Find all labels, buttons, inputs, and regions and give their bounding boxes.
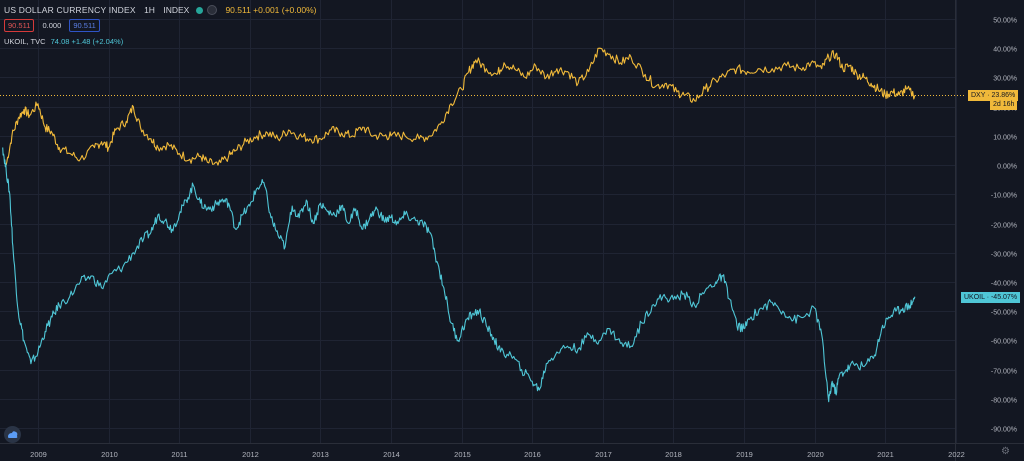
market-status-icon xyxy=(195,7,203,14)
dxy-value: 90.511 +0.001 (+0.00%) xyxy=(225,5,317,15)
x-tick-label: 2009 xyxy=(30,450,47,459)
spread-value: 0.000 xyxy=(42,21,62,30)
gear-icon[interactable]: ⚙ xyxy=(1001,446,1010,457)
y-axis: 50.00%40.00%30.00%20.00%10.00%0.00%-10.0… xyxy=(991,18,1017,434)
y-tick-label: -30.00% xyxy=(991,252,1017,259)
chart-header: US DOLLAR CURRENCY INDEX 1H INDEX 90.511… xyxy=(4,5,317,15)
x-tick-label: 2012 xyxy=(242,450,259,459)
ukoil-legend-label[interactable]: UKOIL, TVC xyxy=(4,37,46,46)
x-tick-label: 2016 xyxy=(524,450,541,459)
x-tick-label: 2018 xyxy=(665,450,682,459)
ukoil-legend-value: 74.08 +1.48 (+2.04%) xyxy=(50,37,124,46)
y-tick-label: 40.00% xyxy=(993,47,1017,54)
y-tick-label: 50.00% xyxy=(993,18,1017,25)
x-tick-label: 2019 xyxy=(736,450,753,459)
y-tick-label: 10.00% xyxy=(993,135,1017,142)
y-tick-label: -90.00% xyxy=(991,427,1017,434)
x-tick-label: 2014 xyxy=(383,450,400,459)
y-tick-label: -20.00% xyxy=(991,223,1017,230)
compare-series-row: UKOIL, TVC 74.08 +1.48 (+2.04%) xyxy=(4,37,123,46)
dxy-price-tag: DXY · 23.86% xyxy=(968,90,1019,101)
interval-label[interactable]: 1H xyxy=(144,5,155,15)
x-tick-label: 2020 xyxy=(807,450,824,459)
tradingview-logo-icon[interactable] xyxy=(4,426,21,443)
ukoil-series-line xyxy=(2,147,916,403)
symbol-title[interactable]: US DOLLAR CURRENCY INDEX xyxy=(4,5,136,15)
x-tick-label: 2013 xyxy=(312,450,329,459)
x-tick-label: 2011 xyxy=(171,450,187,459)
visibility-toggle-icon[interactable] xyxy=(207,5,218,15)
x-axis: 2009 2010 2011 2012 2013 2014 2015 2016 2017 2018… xyxy=(30,450,965,459)
x-tick-label: 2010 xyxy=(101,450,118,459)
y-tick-label: -50.00% xyxy=(991,310,1017,317)
y-tick-label: -70.00% xyxy=(991,369,1017,376)
x-tick-label: 2017 xyxy=(595,450,612,459)
series-lines xyxy=(0,47,966,403)
symbol-type: INDEX xyxy=(163,5,190,15)
y-tick-label: 0.00% xyxy=(997,164,1017,171)
bid-box[interactable]: 90.511 xyxy=(4,19,35,32)
y-tick-label: -40.00% xyxy=(991,281,1017,288)
ask-box[interactable]: 90.511 xyxy=(69,19,100,32)
quote-row: 90.511 0.000 90.511 xyxy=(4,19,103,32)
y-tick-label: -80.00% xyxy=(991,398,1017,405)
x-tick-label: 2022 xyxy=(948,450,965,459)
y-tick-label: -60.00% xyxy=(991,339,1017,346)
y-tick-label: 30.00% xyxy=(993,76,1017,83)
dxy-series-line xyxy=(5,47,916,166)
x-tick-label: 2021 xyxy=(877,450,894,459)
y-tick-label: -10.00% xyxy=(991,193,1017,200)
dxy-countdown-tag: 2d 16h xyxy=(990,99,1018,110)
x-tick-label: 2015 xyxy=(454,450,471,459)
ukoil-price-tag: UKOIL · -45.07% xyxy=(961,292,1021,303)
